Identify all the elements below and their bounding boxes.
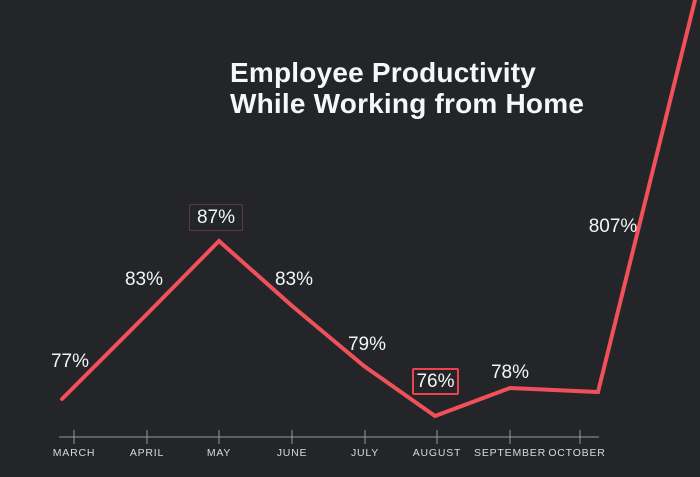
- point-label-july: 79%: [347, 334, 387, 355]
- x-axis-label-july: JULY: [350, 447, 380, 459]
- x-axis-label-may: MAY: [206, 447, 232, 459]
- x-axis-label-september: SEPTEMBER: [474, 447, 546, 459]
- x-axis-label-june: JUNE: [276, 447, 308, 459]
- page-title-line1: Employee Productivity: [230, 57, 537, 88]
- point-label-april: 83%: [124, 269, 164, 290]
- point-label-september: 78%: [490, 362, 530, 383]
- page-title: Employee Productivity While Working from…: [230, 57, 584, 119]
- page-title-line2: While Working from Home: [230, 88, 585, 119]
- x-axis-label-october: OCTOBER: [548, 447, 606, 459]
- x-axis-label-august: AUGUST: [412, 447, 462, 459]
- point-label-may-highlight-box: 87%: [189, 204, 243, 231]
- x-axis-label-march: MARCH: [52, 447, 96, 459]
- point-label-october: 807%: [588, 216, 638, 237]
- productivity-line: [60, 0, 698, 419]
- point-label-may: 87%: [196, 206, 236, 228]
- point-label-june: 83%: [274, 269, 314, 290]
- point-label-august: 76%: [416, 370, 455, 392]
- point-label-august-highlight-box: 76%: [412, 368, 459, 395]
- x-axis-label-april: APRIL: [129, 447, 165, 459]
- point-label-march: 77%: [50, 351, 90, 372]
